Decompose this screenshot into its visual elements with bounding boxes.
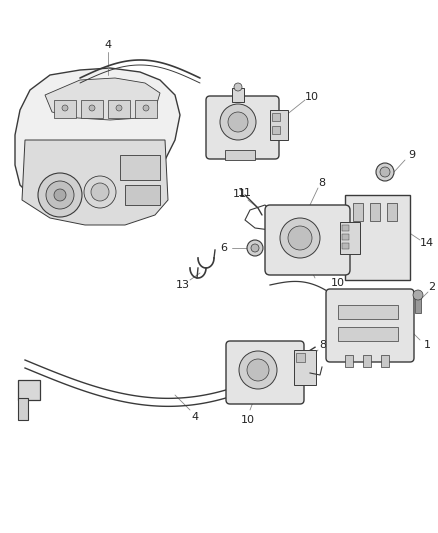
Circle shape xyxy=(38,173,82,217)
Bar xyxy=(125,185,160,205)
Circle shape xyxy=(239,351,277,389)
Text: 8: 8 xyxy=(318,178,325,188)
Bar xyxy=(135,100,157,118)
Text: 10: 10 xyxy=(331,278,345,288)
Bar xyxy=(296,353,305,362)
Circle shape xyxy=(46,181,74,209)
Bar xyxy=(338,327,398,341)
Polygon shape xyxy=(15,68,180,218)
Bar xyxy=(387,203,397,221)
Text: 9: 9 xyxy=(409,150,416,160)
Bar xyxy=(18,380,40,400)
FancyBboxPatch shape xyxy=(226,341,304,404)
Polygon shape xyxy=(22,140,168,225)
Text: 11: 11 xyxy=(233,189,247,199)
FancyBboxPatch shape xyxy=(206,96,279,159)
Text: 3: 3 xyxy=(304,257,311,267)
Bar xyxy=(342,234,349,240)
Bar xyxy=(381,355,389,367)
FancyBboxPatch shape xyxy=(326,289,414,362)
Circle shape xyxy=(91,183,109,201)
Text: 6: 6 xyxy=(220,243,227,253)
Circle shape xyxy=(89,105,95,111)
Circle shape xyxy=(62,105,68,111)
Bar xyxy=(54,100,76,118)
Text: 14: 14 xyxy=(420,238,434,248)
Bar xyxy=(345,355,353,367)
Circle shape xyxy=(116,105,122,111)
Bar xyxy=(232,88,244,102)
Text: 10: 10 xyxy=(305,92,319,102)
Text: 1: 1 xyxy=(424,340,431,350)
Text: 10: 10 xyxy=(241,415,255,425)
Bar xyxy=(272,113,280,121)
Bar xyxy=(353,203,363,221)
Text: 13: 13 xyxy=(176,280,190,290)
Bar xyxy=(342,243,349,249)
Circle shape xyxy=(234,83,242,91)
Bar xyxy=(294,350,316,385)
Bar xyxy=(340,222,360,254)
Bar xyxy=(363,355,371,367)
Circle shape xyxy=(380,167,390,177)
Circle shape xyxy=(247,359,269,381)
Circle shape xyxy=(228,112,248,132)
Text: 11: 11 xyxy=(238,188,252,198)
Text: 4: 4 xyxy=(191,412,198,422)
Circle shape xyxy=(251,244,259,252)
Bar xyxy=(18,398,28,420)
Polygon shape xyxy=(45,78,160,120)
Circle shape xyxy=(143,105,149,111)
Bar xyxy=(415,295,421,313)
Text: 8: 8 xyxy=(319,340,327,350)
Bar xyxy=(338,305,398,319)
Circle shape xyxy=(220,104,256,140)
Bar xyxy=(272,126,280,134)
Circle shape xyxy=(413,290,423,300)
Text: 4: 4 xyxy=(104,40,112,50)
Circle shape xyxy=(54,189,66,201)
Circle shape xyxy=(84,176,116,208)
Bar xyxy=(270,110,288,140)
Circle shape xyxy=(280,218,320,258)
Bar xyxy=(120,155,160,180)
Circle shape xyxy=(247,240,263,256)
Bar xyxy=(370,203,380,221)
Bar xyxy=(225,150,255,160)
Bar xyxy=(81,100,103,118)
Bar xyxy=(108,100,130,118)
Circle shape xyxy=(288,226,312,250)
Circle shape xyxy=(376,163,394,181)
FancyBboxPatch shape xyxy=(265,205,350,275)
Bar xyxy=(345,195,410,280)
Text: 2: 2 xyxy=(428,282,435,292)
Bar xyxy=(342,225,349,231)
